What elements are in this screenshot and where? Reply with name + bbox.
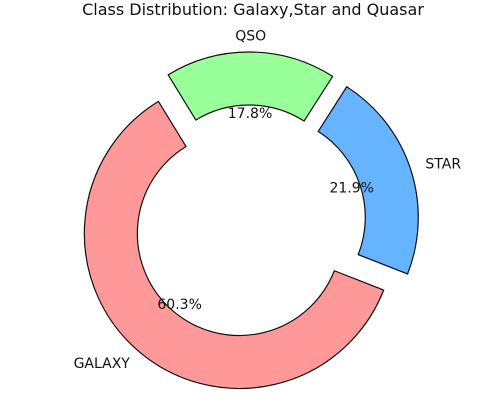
slices-layer bbox=[83, 51, 419, 390]
slice-galaxy bbox=[83, 100, 385, 390]
pct-label-star: 21.9% bbox=[329, 181, 373, 197]
slice-qso bbox=[167, 51, 334, 122]
slice-star bbox=[317, 85, 419, 275]
slice-label-qso: QSO bbox=[235, 29, 266, 45]
slice-label-star: STAR bbox=[425, 157, 461, 173]
chart-title: Class Distribution: Galaxy,Star and Quas… bbox=[82, 0, 424, 19]
slice-label-galaxy: GALAXY bbox=[74, 356, 131, 372]
pct-label-galaxy: 60.3% bbox=[157, 297, 201, 313]
labels-layer: GALAXY 60.3% STAR 21.9% QSO 17.8% bbox=[74, 29, 462, 373]
pct-label-qso: 17.8% bbox=[228, 106, 272, 122]
